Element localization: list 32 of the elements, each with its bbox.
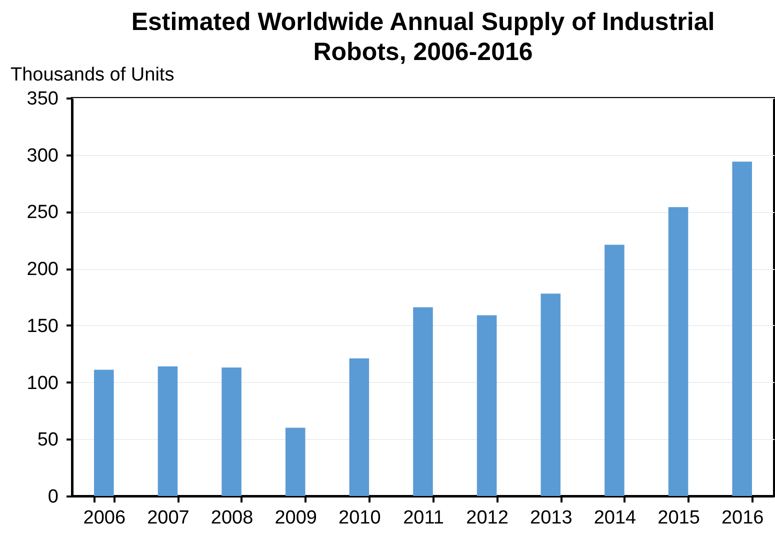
y-tick-label: 250 — [26, 202, 58, 224]
y-tick-label: 50 — [37, 430, 58, 451]
y-tick-label: 200 — [26, 259, 58, 280]
y-axis-title: Thousands of Units — [10, 64, 174, 86]
bar — [476, 315, 497, 496]
y-tick-label: 300 — [26, 145, 58, 166]
x-tick-label: 2012 — [466, 508, 508, 528]
bar — [668, 207, 688, 496]
y-tick-label: 350 — [26, 88, 58, 110]
bar — [94, 370, 114, 496]
bar — [732, 162, 752, 496]
bar — [158, 366, 178, 496]
x-tick-label: 2010 — [338, 508, 381, 528]
x-tick-label: 2013 — [530, 508, 572, 528]
bar — [349, 358, 370, 496]
bar — [285, 428, 306, 496]
x-tick-label: 2016 — [721, 508, 764, 528]
x-tick-label: 2015 — [658, 508, 700, 528]
x-tick-label: 2006 — [83, 508, 126, 528]
bar — [604, 244, 624, 496]
y-tick-label: 0 — [48, 486, 58, 508]
y-tick-label: 150 — [26, 316, 58, 337]
bar — [413, 307, 433, 496]
x-tick-label: 2007 — [147, 508, 190, 528]
x-tick-label: 2014 — [594, 508, 637, 528]
y-tick-label: 100 — [26, 372, 58, 394]
x-tick-label: 2011 — [403, 508, 444, 528]
x-tick-label: 2009 — [274, 508, 318, 528]
bar — [540, 294, 561, 496]
chart-title: Estimated Worldwide Annual Supply of Industrial Robots, 2006-2016 — [131, 8, 715, 66]
bar — [222, 368, 242, 496]
x-tick-label: 2008 — [210, 508, 254, 528]
